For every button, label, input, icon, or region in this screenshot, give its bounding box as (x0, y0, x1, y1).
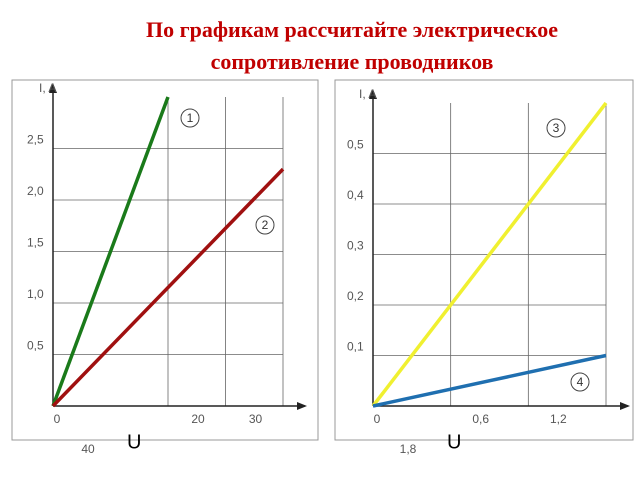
arrow (369, 89, 377, 99)
x-tick-label: 0 (374, 412, 381, 426)
x-tick-label: 20 (191, 412, 205, 426)
x-axis-label: U (127, 431, 141, 453)
x-tick-label: 0 (54, 412, 61, 426)
y-tick-label: 0,5 (27, 339, 44, 353)
series-marker (255, 215, 275, 235)
y-tick-label: 2,0 (27, 184, 44, 198)
line (372, 353, 607, 408)
frame (334, 79, 634, 441)
y-tick-label: 0,5 (347, 138, 364, 152)
x-tick-label: 40 (81, 442, 95, 456)
y-tick-label: 0,3 (347, 239, 364, 253)
line (371, 101, 608, 408)
series-name: 1 (187, 111, 194, 125)
series-marker (180, 108, 200, 128)
arrow (297, 402, 307, 410)
arrow (620, 402, 630, 410)
series-name: 4 (577, 375, 584, 389)
y-tick-label: 1,5 (27, 236, 44, 250)
arrow (49, 83, 57, 93)
y-tick-label: 2,5 (27, 133, 44, 147)
x-tick-label: 1,8 (400, 442, 417, 456)
series-marker (570, 372, 590, 392)
frame (11, 79, 319, 441)
x-tick-label: 0,6 (472, 412, 489, 426)
series-name: 3 (553, 121, 560, 135)
x-tick-label: 1,2 (550, 412, 567, 426)
line (51, 167, 285, 408)
y-axis-label: I, A (39, 81, 56, 95)
line (51, 96, 170, 407)
y-axis-label: I, A (359, 87, 376, 101)
y-tick-label: 0,1 (347, 340, 364, 354)
y-tick-label: 1,0 (27, 287, 44, 301)
x-tick-label: 30 (249, 412, 263, 426)
series-marker (546, 118, 566, 138)
title: По графикам рассчитайте электрическое соп… (146, 17, 558, 74)
y-tick-label: 0,2 (347, 289, 364, 303)
y-tick-label: 0,4 (347, 188, 364, 202)
x-axis-label: U (447, 431, 461, 453)
series-name: 2 (262, 218, 269, 232)
